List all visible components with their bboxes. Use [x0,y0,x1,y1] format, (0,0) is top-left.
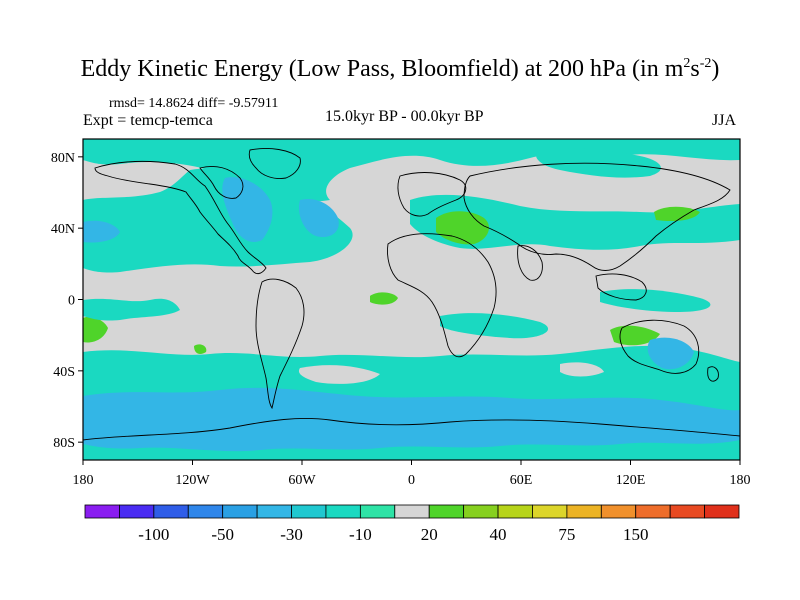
colorbar-label: 75 [558,525,575,544]
colorbar-swatch [119,504,155,519]
coast-india [517,245,543,281]
colorbar-swatch [84,504,120,519]
field-green-pacific [83,316,108,343]
chart-title: Eddy Kinetic Energy (Low Pass, Bloomfiel… [80,56,720,82]
coast-asia [463,162,731,271]
colorbar-swatch [256,504,292,519]
stats-text: rmsd= 14.8624 diff= -9.57911 [109,96,279,111]
colorbar: -100 -50 -30 -10 20 40 75 150 [84,504,740,544]
field-blue-na [222,177,273,242]
lat-tick-label: 80N [51,151,75,166]
lon-tick-label: 120W [175,473,210,488]
colorbar-label: -10 [349,525,372,544]
colorbar-label: -50 [211,525,234,544]
coast-greenland [248,147,301,179]
colorbar-label: 40 [490,525,507,544]
colorbar-swatch [463,504,499,519]
anomaly-field [83,139,740,460]
field-blue-west [83,220,120,243]
colorbar-swatch [359,504,396,519]
experiment-label: Expt = temcp-temca [83,112,213,129]
colorbar-swatch [669,504,705,519]
colorbar-swatch [222,504,258,519]
lat-tick-label: 0 [68,294,75,309]
field-green-japan [654,206,700,222]
latitude-axis: 80N 40N 0 40S 80S [51,151,83,451]
colorbar-swatch [187,504,224,519]
colorbar-label: 150 [623,525,649,544]
lon-tick-label: 60E [510,473,533,488]
colorbar-swatch [428,504,465,519]
colorbar-swatch [600,504,637,519]
field-cyan-na [83,168,353,273]
colorbar-swatch [325,504,361,519]
field-blue-australia [647,337,694,370]
longitude-axis: 180 120W 60W 0 60E 120E 180 [73,460,751,488]
lon-tick-label: 180 [730,473,751,488]
field-cyan-trop-pac [600,289,711,312]
coast-south-america [255,278,305,410]
colorbar-swatch [704,504,740,519]
colorbar-swatch [635,504,671,519]
field-green-australia [610,325,660,346]
field-green-atlantic [370,292,398,305]
period-label: 15.0kyr BP - 00.0kyr BP [325,108,484,125]
coast-europe [397,172,467,217]
field-blue-south [83,387,740,452]
field-grey-satl [298,365,380,384]
season-label: JJA [712,112,737,129]
coast-hudson [199,166,244,199]
colorbar-label: -30 [280,525,303,544]
coast-antarctica [83,417,740,441]
coastlines [83,147,740,441]
lon-tick-label: 0 [408,473,415,488]
lat-tick-label: 80S [53,436,75,451]
coast-australia [619,319,700,374]
field-cyan-trop-east [440,313,549,339]
colorbar-swatch [394,504,430,519]
colorbar-label: 20 [421,525,438,544]
coast-north-america [94,160,267,275]
colorbar-label: -100 [138,525,169,544]
field-green-small [194,344,207,354]
colorbar-swatch [153,504,189,519]
colorbar-swatch [291,504,327,519]
field-cyan-eurasia [410,194,740,250]
lon-tick-label: 120E [616,473,646,488]
coast-nz [707,366,719,382]
field-grey-sind [560,362,604,377]
colorbar-swatch [497,504,533,519]
lat-tick-label: 40S [53,365,75,380]
field-blue-atl [298,198,339,238]
lon-tick-label: 180 [73,473,94,488]
lon-tick-label: 60W [288,473,316,488]
colorbar-swatch [532,504,568,519]
coast-africa [387,233,497,358]
coast-indonesia [595,273,647,301]
field-cyan-trop-west [83,298,180,321]
colorbar-swatch [566,504,602,519]
lat-tick-label: 40N [51,222,75,237]
